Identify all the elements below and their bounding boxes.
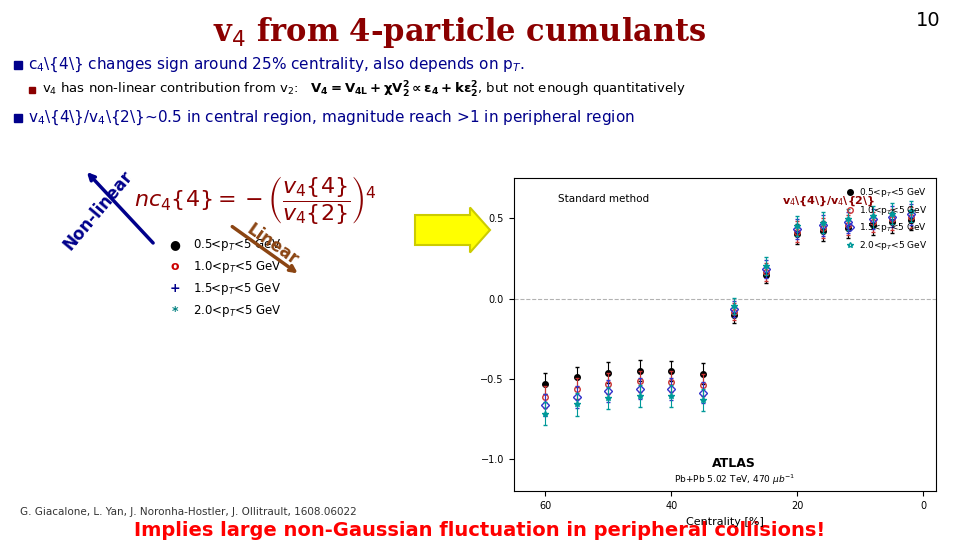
- Text: $nc_4\{4\} = -\left(\dfrac{v_4\{4\}}{v_4\{2\}}\right)^4$: $nc_4\{4\} = -\left(\dfrac{v_4\{4\}}{v_4…: [133, 174, 376, 226]
- Text: v$_4$ has non-linear contribution from v$_2$:   $\mathbf{V_4 = V_{4L} + \chi V_2: v$_4$ has non-linear contribution from v…: [42, 80, 685, 100]
- 1.0<p$_T$<5 GeV: [792, 228, 804, 235]
- Text: Pb+Pb 5.02 TeV, 470 $\mu b^{-1}$: Pb+Pb 5.02 TeV, 470 $\mu b^{-1}$: [674, 473, 795, 488]
- 2.0<p$_T$<5 GeV: [665, 393, 677, 400]
- 0.5<p$_T$<5 GeV: [571, 374, 583, 380]
- 2.0<p$_T$<5 GeV: [792, 222, 804, 229]
- Text: 1.5<p$_T$<5 GeV: 1.5<p$_T$<5 GeV: [193, 281, 281, 297]
- 1.0<p$_T$<5 GeV: [905, 214, 917, 220]
- 1.5<p$_T$<5 GeV: [817, 222, 828, 228]
- 1.0<p$_T$<5 GeV: [842, 222, 853, 228]
- 1.5<p$_T$<5 GeV: [760, 266, 772, 272]
- 1.5<p$_T$<5 GeV: [665, 386, 677, 392]
- 1.5<p$_T$<5 GeV: [905, 211, 917, 218]
- Legend: 0.5<p$_T$<5 GeV, 1.0<p$_T$<5 GeV, 1.5<p$_T$<5 GeV, 2.0<p$_T$<5 GeV: 0.5<p$_T$<5 GeV, 1.0<p$_T$<5 GeV, 1.5<p$…: [842, 183, 931, 255]
- 2.0<p$_T$<5 GeV: [634, 393, 645, 399]
- X-axis label: Centrality [%]: Centrality [%]: [685, 517, 764, 526]
- 0.5<p$_T$<5 GeV: [634, 367, 645, 374]
- Text: +: +: [170, 282, 180, 295]
- 2.0<p$_T$<5 GeV: [540, 410, 551, 417]
- Text: v$_4$\{4\}/v$_4$\{2\}~0.5 in central region, magnitude reach >1 in peripheral re: v$_4$\{4\}/v$_4$\{2\}~0.5 in central reg…: [28, 109, 635, 127]
- 2.0<p$_T$<5 GeV: [697, 397, 708, 403]
- Text: ●: ●: [170, 239, 180, 252]
- Line: 2.0<p$_T$<5 GeV: 2.0<p$_T$<5 GeV: [542, 208, 914, 416]
- 1.0<p$_T$<5 GeV: [760, 268, 772, 275]
- Text: Standard method: Standard method: [558, 194, 649, 204]
- 0.5<p$_T$<5 GeV: [665, 368, 677, 374]
- 0.5<p$_T$<5 GeV: [760, 271, 772, 278]
- Text: 2.0<p$_T$<5 GeV: 2.0<p$_T$<5 GeV: [193, 303, 282, 319]
- Text: *: *: [172, 305, 179, 318]
- Text: c$_4$\{4\} changes sign around 25% centrality, also depends on p$_T$.: c$_4$\{4\} changes sign around 25% centr…: [28, 56, 525, 74]
- Line: 1.0<p$_T$<5 GeV: 1.0<p$_T$<5 GeV: [542, 214, 914, 400]
- Text: 0.5<p$_T$<5 GeV: 0.5<p$_T$<5 GeV: [193, 237, 281, 253]
- 0.5<p$_T$<5 GeV: [729, 312, 740, 318]
- Text: v$_4$\{4\}/v$_4$\{2\}: v$_4$\{4\}/v$_4$\{2\}: [782, 194, 876, 208]
- Text: 10: 10: [916, 10, 940, 30]
- 1.0<p$_T$<5 GeV: [665, 379, 677, 385]
- Text: v$_4$ from 4-particle cumulants: v$_4$ from 4-particle cumulants: [213, 15, 707, 50]
- 2.0<p$_T$<5 GeV: [760, 262, 772, 269]
- 1.5<p$_T$<5 GeV: [603, 388, 614, 394]
- 1.0<p$_T$<5 GeV: [603, 380, 614, 387]
- Line: 0.5<p$_T$<5 GeV: 0.5<p$_T$<5 GeV: [542, 217, 914, 387]
- 1.5<p$_T$<5 GeV: [729, 306, 740, 312]
- 2.0<p$_T$<5 GeV: [886, 211, 898, 217]
- Text: ATLAS: ATLAS: [712, 457, 756, 470]
- 2.0<p$_T$<5 GeV: [729, 303, 740, 309]
- 1.5<p$_T$<5 GeV: [867, 216, 878, 222]
- 0.5<p$_T$<5 GeV: [886, 219, 898, 226]
- Text: 1.0<p$_T$<5 GeV: 1.0<p$_T$<5 GeV: [193, 259, 282, 275]
- Text: o: o: [171, 260, 180, 273]
- 1.0<p$_T$<5 GeV: [571, 386, 583, 392]
- 0.5<p$_T$<5 GeV: [867, 221, 878, 228]
- 1.0<p$_T$<5 GeV: [634, 378, 645, 384]
- 1.5<p$_T$<5 GeV: [697, 389, 708, 396]
- 2.0<p$_T$<5 GeV: [867, 213, 878, 219]
- 1.0<p$_T$<5 GeV: [867, 219, 878, 225]
- Line: 1.5<p$_T$<5 GeV: 1.5<p$_T$<5 GeV: [542, 211, 914, 408]
- Text: Linear: Linear: [243, 221, 301, 269]
- 0.5<p$_T$<5 GeV: [603, 369, 614, 376]
- 1.0<p$_T$<5 GeV: [729, 308, 740, 315]
- 1.5<p$_T$<5 GeV: [792, 225, 804, 232]
- 0.5<p$_T$<5 GeV: [905, 217, 917, 223]
- 0.5<p$_T$<5 GeV: [697, 370, 708, 377]
- 2.0<p$_T$<5 GeV: [571, 401, 583, 408]
- FancyArrow shape: [415, 207, 490, 253]
- 1.0<p$_T$<5 GeV: [886, 216, 898, 222]
- 2.0<p$_T$<5 GeV: [817, 219, 828, 226]
- 0.5<p$_T$<5 GeV: [817, 228, 828, 234]
- 1.5<p$_T$<5 GeV: [634, 385, 645, 392]
- 1.0<p$_T$<5 GeV: [697, 382, 708, 388]
- 2.0<p$_T$<5 GeV: [905, 208, 917, 214]
- 0.5<p$_T$<5 GeV: [842, 225, 853, 231]
- 1.5<p$_T$<5 GeV: [571, 393, 583, 400]
- Text: Implies large non-Gaussian fluctuation in peripheral collisions!: Implies large non-Gaussian fluctuation i…: [134, 521, 826, 539]
- 0.5<p$_T$<5 GeV: [792, 231, 804, 238]
- 2.0<p$_T$<5 GeV: [603, 395, 614, 402]
- 1.5<p$_T$<5 GeV: [540, 402, 551, 408]
- 1.5<p$_T$<5 GeV: [886, 213, 898, 220]
- Text: Non-linear: Non-linear: [60, 167, 136, 253]
- 1.0<p$_T$<5 GeV: [540, 393, 551, 400]
- 1.5<p$_T$<5 GeV: [842, 219, 853, 225]
- 1.0<p$_T$<5 GeV: [817, 225, 828, 232]
- 2.0<p$_T$<5 GeV: [842, 216, 853, 222]
- 0.5<p$_T$<5 GeV: [540, 381, 551, 387]
- Text: G. Giacalone, L. Yan, J. Noronha-Hostler, J. Ollitrault, 1608.06022: G. Giacalone, L. Yan, J. Noronha-Hostler…: [20, 507, 357, 517]
